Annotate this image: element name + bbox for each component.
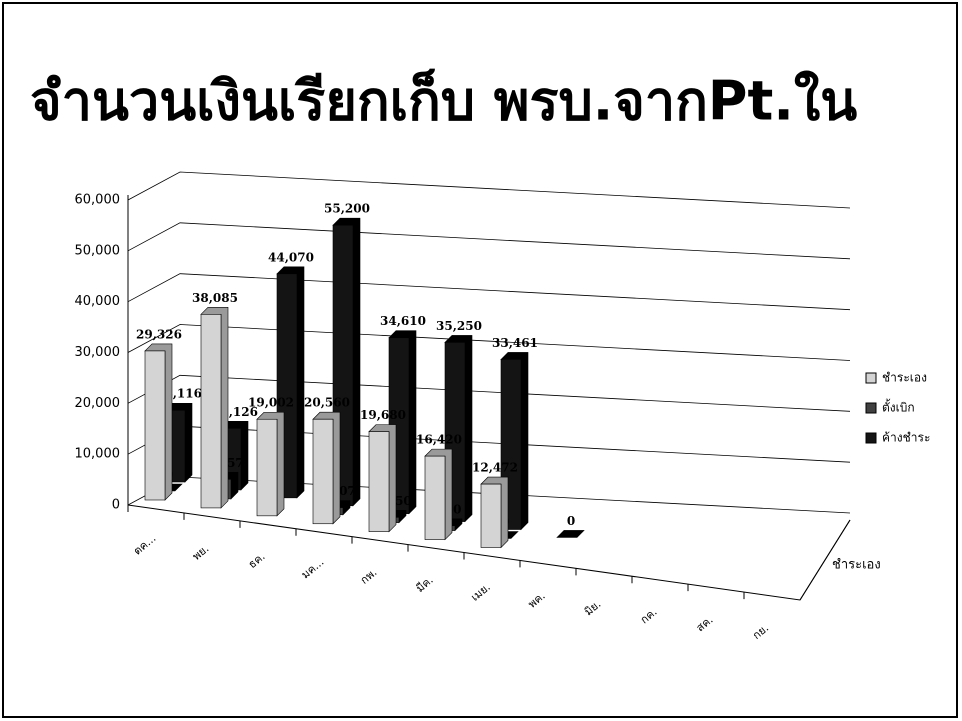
legend-swatch [865, 432, 877, 444]
legend-swatch [865, 372, 877, 384]
grid-line [127, 324, 851, 361]
z-tick-label: ชำระเอง [832, 558, 881, 573]
data-label: 55,200 [324, 202, 370, 216]
bar [256, 418, 278, 517]
legend-label: ค้างชำระ [882, 431, 930, 445]
bar [368, 431, 390, 532]
data-label: 19,002 [248, 396, 294, 410]
y-tick-label: 60,000 [75, 193, 121, 208]
legend-swatch [865, 402, 877, 414]
bar [312, 418, 334, 525]
bar [144, 350, 166, 501]
y-tick-label: 20,000 [75, 396, 121, 411]
y-tick-label: 10,000 [75, 447, 121, 462]
bar [424, 455, 446, 540]
data-label: 16,420 [416, 433, 462, 447]
data-label: 20,560 [304, 396, 350, 410]
depth-axis [799, 519, 851, 601]
y-tick-label: 0 [112, 498, 120, 513]
bar [200, 314, 222, 509]
y-tick-label: 50,000 [75, 243, 121, 258]
legend-label: ชำระเอง [882, 371, 927, 385]
y-tick-label: 30,000 [75, 345, 121, 360]
grid-line [127, 222, 851, 260]
data-label: 19,680 [360, 408, 406, 422]
y-tick-label: 40,000 [75, 294, 121, 309]
grid-line [127, 273, 851, 311]
legend-label: ตั้งเบิก [882, 399, 915, 415]
data-label: 0 [567, 514, 575, 528]
data-label: 29,326 [136, 327, 182, 341]
data-label: 12,472 [472, 461, 518, 475]
data-label: 38,085 [192, 291, 238, 305]
data-label: 34,610 [380, 314, 426, 328]
grid-line [127, 171, 851, 209]
bar [480, 483, 502, 548]
data-label: 35,250 [436, 319, 482, 333]
chart-title: จำนวนเงินเรียกเก็บ พรบ.จากPt.ใน [30, 70, 857, 133]
data-label: 44,070 [268, 250, 314, 264]
data-label: 33,461 [492, 336, 538, 350]
bar-depth [556, 530, 585, 538]
